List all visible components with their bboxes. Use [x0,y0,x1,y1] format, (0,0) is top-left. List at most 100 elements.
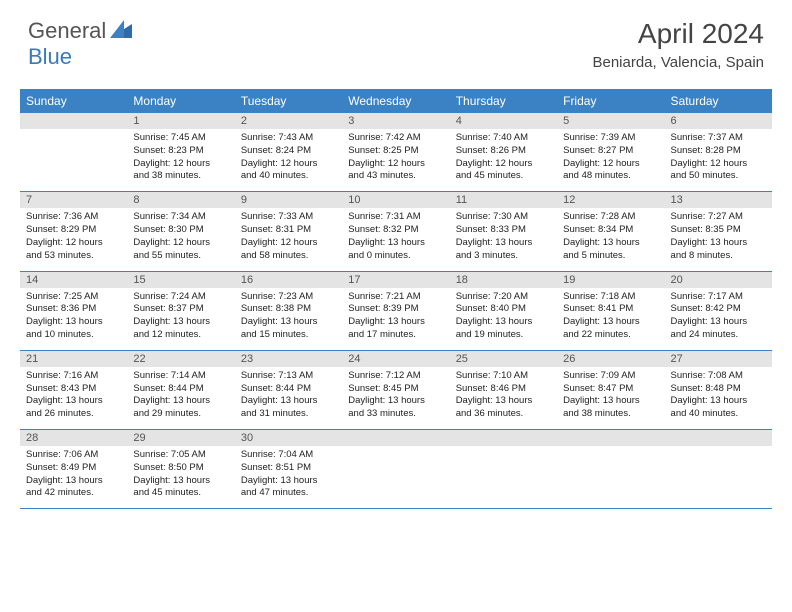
day-info: Sunrise: 7:10 AMSunset: 8:46 PMDaylight:… [450,367,557,429]
day-number: 1 [127,113,234,129]
sunset-line: Sunset: 8:36 PM [26,303,121,316]
day-info: Sunrise: 7:40 AMSunset: 8:26 PMDaylight:… [450,129,557,191]
daylight-line-1: Daylight: 13 hours [456,316,551,329]
day-number: 15 [127,272,234,288]
day-cell-20: 20Sunrise: 7:17 AMSunset: 8:42 PMDayligh… [665,271,772,350]
weekday-header-row: SundayMondayTuesdayWednesdayThursdayFrid… [20,89,772,113]
daylight-line-2: and 38 minutes. [133,170,228,183]
week-row: 7Sunrise: 7:36 AMSunset: 8:29 PMDaylight… [20,192,772,271]
day-info: Sunrise: 7:16 AMSunset: 8:43 PMDaylight:… [20,367,127,429]
sunset-line: Sunset: 8:23 PM [133,145,228,158]
day-info: Sunrise: 7:39 AMSunset: 8:27 PMDaylight:… [557,129,664,191]
sunset-line: Sunset: 8:40 PM [456,303,551,316]
day-number [557,430,664,446]
day-number: 2 [235,113,342,129]
sunrise-line: Sunrise: 7:31 AM [348,211,443,224]
page-title: April 2024 [592,18,764,50]
sunset-line: Sunset: 8:27 PM [563,145,658,158]
weekday-monday: Monday [127,89,234,113]
sunrise-line: Sunrise: 7:25 AM [26,291,121,304]
day-info [665,446,772,506]
day-cell-22: 22Sunrise: 7:14 AMSunset: 8:44 PMDayligh… [127,350,234,429]
weekday-tuesday: Tuesday [235,89,342,113]
daylight-line-1: Daylight: 13 hours [133,475,228,488]
sunrise-line: Sunrise: 7:24 AM [133,291,228,304]
daylight-line-1: Daylight: 13 hours [671,237,766,250]
logo: General [28,18,134,44]
day-info: Sunrise: 7:05 AMSunset: 8:50 PMDaylight:… [127,446,234,508]
daylight-line-2: and 45 minutes. [133,487,228,500]
day-info [450,446,557,506]
daylight-line-1: Daylight: 13 hours [26,395,121,408]
day-info: Sunrise: 7:12 AMSunset: 8:45 PMDaylight:… [342,367,449,429]
sunset-line: Sunset: 8:45 PM [348,383,443,396]
sunset-line: Sunset: 8:34 PM [563,224,658,237]
sunrise-line: Sunrise: 7:34 AM [133,211,228,224]
daylight-line-1: Daylight: 12 hours [133,158,228,171]
sunrise-line: Sunrise: 7:04 AM [241,449,336,462]
day-info: Sunrise: 7:20 AMSunset: 8:40 PMDaylight:… [450,288,557,350]
sunrise-line: Sunrise: 7:13 AM [241,370,336,383]
sunset-line: Sunset: 8:26 PM [456,145,551,158]
day-cell-13: 13Sunrise: 7:27 AMSunset: 8:35 PMDayligh… [665,192,772,271]
daylight-line-2: and 22 minutes. [563,329,658,342]
weekday-friday: Friday [557,89,664,113]
day-number: 17 [342,272,449,288]
sunrise-line: Sunrise: 7:09 AM [563,370,658,383]
day-info: Sunrise: 7:30 AMSunset: 8:33 PMDaylight:… [450,208,557,270]
daylight-line-2: and 53 minutes. [26,250,121,263]
daylight-line-1: Daylight: 12 hours [671,158,766,171]
daylight-line-1: Daylight: 12 hours [241,237,336,250]
daylight-line-1: Daylight: 12 hours [348,158,443,171]
daylight-line-2: and 36 minutes. [456,408,551,421]
day-cell-8: 8Sunrise: 7:34 AMSunset: 8:30 PMDaylight… [127,192,234,271]
daylight-line-1: Daylight: 13 hours [26,316,121,329]
sunrise-line: Sunrise: 7:17 AM [671,291,766,304]
day-number: 20 [665,272,772,288]
daylight-line-2: and 47 minutes. [241,487,336,500]
day-cell-29: 29Sunrise: 7:05 AMSunset: 8:50 PMDayligh… [127,430,234,509]
day-number: 6 [665,113,772,129]
sunrise-line: Sunrise: 7:14 AM [133,370,228,383]
daylight-line-2: and 58 minutes. [241,250,336,263]
daylight-line-1: Daylight: 13 hours [241,475,336,488]
sunset-line: Sunset: 8:43 PM [26,383,121,396]
sunrise-line: Sunrise: 7:18 AM [563,291,658,304]
day-number: 29 [127,430,234,446]
sunrise-line: Sunrise: 7:16 AM [26,370,121,383]
day-cell-16: 16Sunrise: 7:23 AMSunset: 8:38 PMDayligh… [235,271,342,350]
day-number [342,430,449,446]
sunrise-line: Sunrise: 7:08 AM [671,370,766,383]
sunset-line: Sunset: 8:51 PM [241,462,336,475]
logo-mark-icon [110,20,132,43]
day-info: Sunrise: 7:33 AMSunset: 8:31 PMDaylight:… [235,208,342,270]
daylight-line-1: Daylight: 13 hours [26,475,121,488]
sunrise-line: Sunrise: 7:37 AM [671,132,766,145]
day-number: 7 [20,192,127,208]
daylight-line-1: Daylight: 13 hours [671,316,766,329]
daylight-line-1: Daylight: 13 hours [456,395,551,408]
day-info: Sunrise: 7:18 AMSunset: 8:41 PMDaylight:… [557,288,664,350]
sunset-line: Sunset: 8:31 PM [241,224,336,237]
daylight-line-2: and 40 minutes. [671,408,766,421]
sunrise-line: Sunrise: 7:27 AM [671,211,766,224]
empty-cell [450,430,557,509]
day-info: Sunrise: 7:45 AMSunset: 8:23 PMDaylight:… [127,129,234,191]
day-info: Sunrise: 7:14 AMSunset: 8:44 PMDaylight:… [127,367,234,429]
daylight-line-2: and 17 minutes. [348,329,443,342]
day-info: Sunrise: 7:42 AMSunset: 8:25 PMDaylight:… [342,129,449,191]
day-cell-10: 10Sunrise: 7:31 AMSunset: 8:32 PMDayligh… [342,192,449,271]
day-info: Sunrise: 7:06 AMSunset: 8:49 PMDaylight:… [20,446,127,508]
day-number: 22 [127,351,234,367]
day-info: Sunrise: 7:43 AMSunset: 8:24 PMDaylight:… [235,129,342,191]
day-cell-2: 2Sunrise: 7:43 AMSunset: 8:24 PMDaylight… [235,113,342,192]
day-cell-26: 26Sunrise: 7:09 AMSunset: 8:47 PMDayligh… [557,350,664,429]
day-info: Sunrise: 7:21 AMSunset: 8:39 PMDaylight:… [342,288,449,350]
sunrise-line: Sunrise: 7:12 AM [348,370,443,383]
week-row: 1Sunrise: 7:45 AMSunset: 8:23 PMDaylight… [20,113,772,192]
day-number: 16 [235,272,342,288]
daylight-line-1: Daylight: 13 hours [456,237,551,250]
weekday-wednesday: Wednesday [342,89,449,113]
daylight-line-1: Daylight: 12 hours [241,158,336,171]
sunset-line: Sunset: 8:50 PM [133,462,228,475]
